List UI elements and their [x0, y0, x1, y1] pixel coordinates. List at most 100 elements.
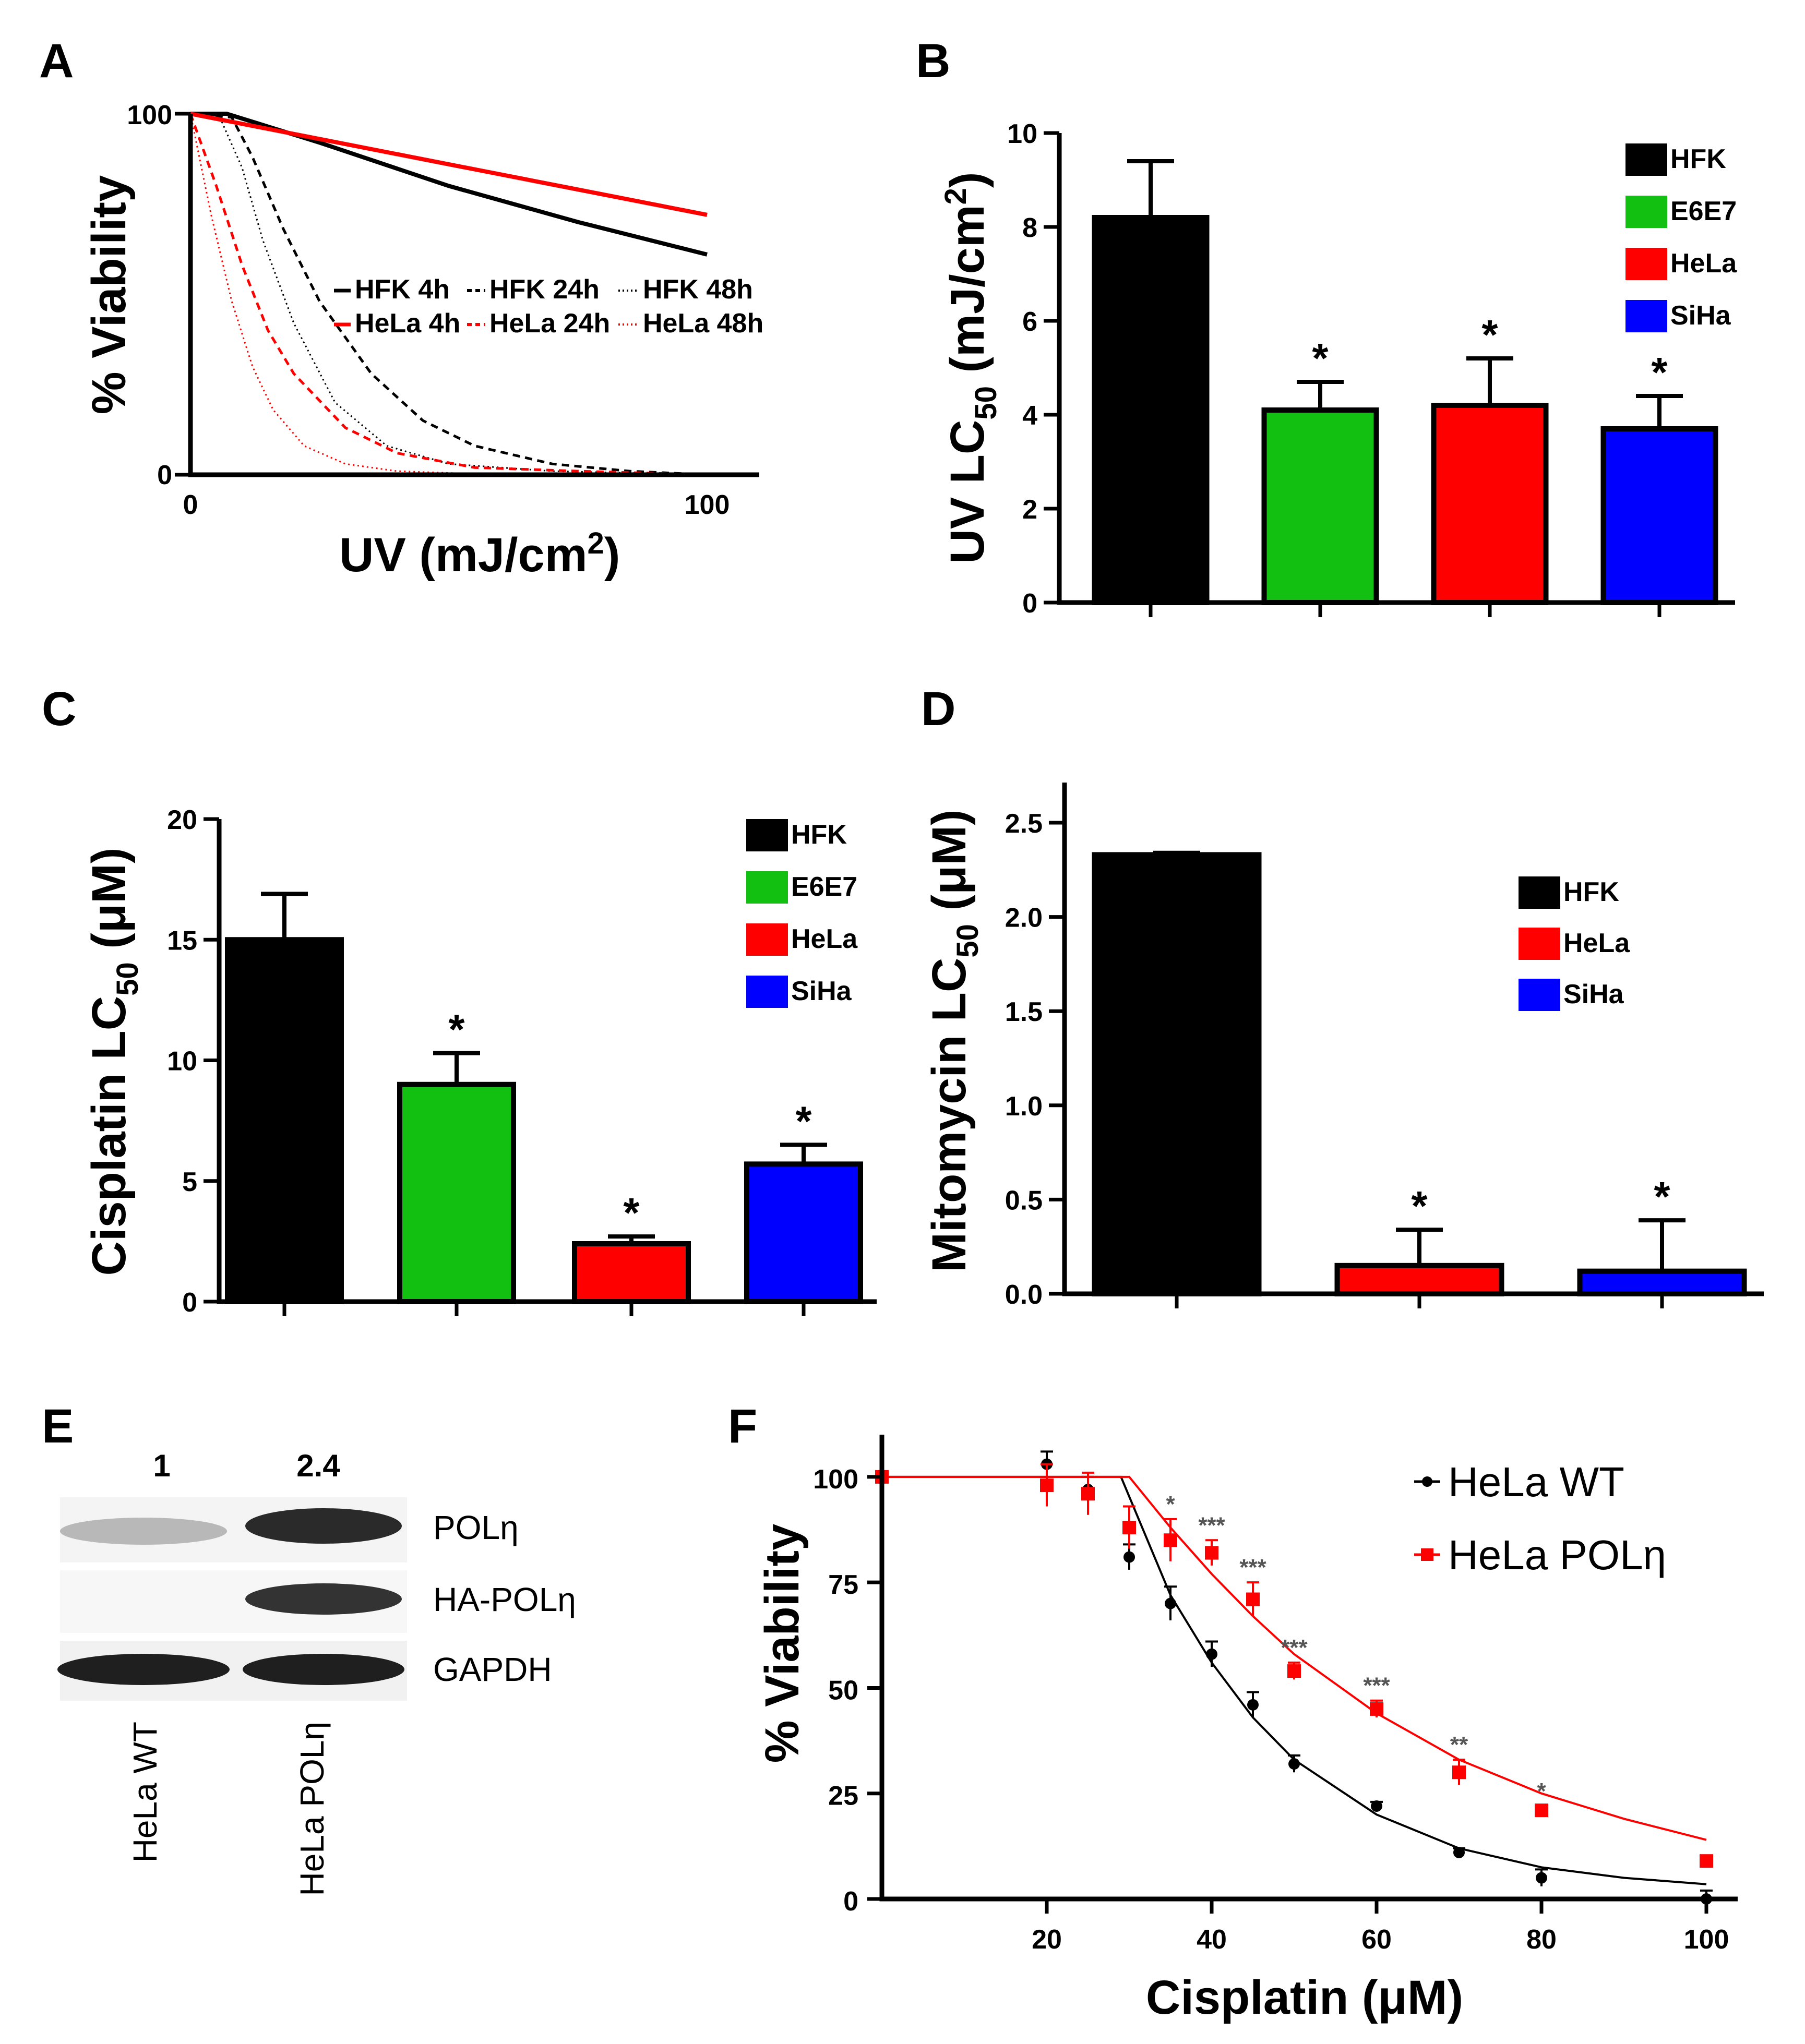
f-y-axis-label: % Viability: [756, 1524, 809, 1763]
b-ytick-label-6: 6: [1022, 307, 1037, 337]
legend-swatch-e6e7: [1625, 196, 1667, 228]
point-hela-wt-80: [1536, 1872, 1547, 1884]
legend-label-hela: HeLa: [1563, 928, 1630, 958]
a-xtick-label-0: 0: [183, 490, 198, 520]
f-significance-45: ***: [1239, 1555, 1266, 1580]
legend-hela-wt: HeLa WT: [1448, 1459, 1624, 1505]
bar-hela: [572, 1241, 691, 1304]
panel-b-ticks: 0 2 4 6 8 10: [1007, 119, 1661, 619]
c-ytick-label-0: 0: [182, 1288, 197, 1318]
f-xtick-label-60: 60: [1361, 1925, 1392, 1955]
point-hela-wt-40: [1206, 1648, 1217, 1660]
blot-ratio-wt: 1: [153, 1448, 170, 1483]
significance-siha: *: [1654, 1173, 1670, 1220]
panel-label-c: C: [42, 682, 76, 736]
f-ytick-label-0: 0: [843, 1886, 858, 1917]
d-ytick-label-2-0: 2.0: [1005, 903, 1043, 933]
fit-curve-hela-pol-: [882, 1475, 1707, 1841]
point-hela-pol--40: [1205, 1546, 1218, 1560]
panel-a-legend: HFK 4h HFK 24h HFK 48h HeLa 4h HeLa 24h …: [334, 274, 763, 339]
blot-label-poleta: POLη: [433, 1509, 519, 1546]
f-ytick-label-75: 75: [828, 1570, 858, 1600]
b-ylabel-main: UV LC: [941, 420, 994, 564]
band-ha-poleta: [245, 1583, 402, 1615]
bar-hfk: [1092, 215, 1210, 605]
series-line-hfk-4h: [190, 112, 708, 257]
a-y-axis-label: % Viability: [82, 175, 136, 414]
point-hela-pol--45: [1246, 1592, 1260, 1606]
point-hela-wt-60: [1371, 1800, 1382, 1812]
a-ytick-label-100: 100: [127, 100, 172, 130]
bar-hfk: [225, 937, 344, 1304]
legend-swatch-e6e7: [746, 871, 788, 904]
legend-hfk-48h: HFK 48h: [643, 274, 753, 305]
panel-label-a: A: [39, 34, 74, 88]
legend-label-hfk: HFK: [791, 820, 847, 850]
bar-e6e7: [397, 1081, 516, 1304]
panel-c-axes: [217, 819, 877, 1304]
legend-label-siha: SiHa: [1670, 300, 1731, 331]
panel-a-lines: [189, 112, 708, 476]
point-hela-wt-30: [1123, 1551, 1135, 1563]
panel-f-plot: ****************: [875, 1450, 1713, 1908]
b-ytick-label-4: 4: [1022, 401, 1037, 431]
series-line-hfk-24h: [190, 112, 708, 476]
f-significance-40: ***: [1198, 1512, 1225, 1538]
f-xtick-label-80: 80: [1526, 1925, 1557, 1955]
legend-marker-hela-wt: [1422, 1476, 1432, 1487]
lane-label-hela-wt: HeLa WT: [126, 1722, 164, 1862]
bar-hela: [1431, 403, 1549, 605]
legend-hfk-24h: HFK 24h: [489, 274, 600, 305]
a-xlabel-main: UV (mJ/cm: [339, 528, 588, 582]
point-hela-pol--25: [1081, 1487, 1095, 1501]
b-ylabel-sub: 50: [969, 386, 1003, 420]
legend-label-hfk: HFK: [1670, 144, 1726, 174]
point-hela-wt-35: [1165, 1597, 1176, 1609]
legend-label-siha: SiHa: [791, 976, 852, 1006]
d-ytick-label-0-0: 0.0: [1005, 1280, 1043, 1310]
legend-swatch-siha: [1625, 300, 1667, 332]
panel-label-e: E: [42, 1400, 74, 1453]
d-ylabel-units: (μM): [923, 809, 976, 924]
point-hela-pol--80: [1535, 1803, 1548, 1818]
panel-label-d: D: [921, 682, 955, 736]
band-poleta-poleta: [245, 1508, 402, 1544]
blot-label-ha-poleta: HA-POLη: [433, 1581, 576, 1618]
panel-b-legend: HFK E6E7 HeLa SiHa: [1625, 143, 1737, 332]
legend-hela-poleta: HeLa POLη: [1448, 1532, 1666, 1578]
point-hela-pol--60: [1370, 1702, 1383, 1716]
point-hela-pol--30: [1122, 1521, 1136, 1534]
legend-swatch-hfk: [1625, 143, 1667, 176]
legend-hfk-4h: HFK 4h: [355, 274, 450, 305]
b-ytick-label-2: 2: [1022, 495, 1037, 525]
point-hela-pol--35: [1164, 1533, 1177, 1547]
f-ytick-label-50: 50: [828, 1675, 858, 1705]
legend-swatch-hfk: [1519, 876, 1560, 909]
panel-e: E 1 2.4 POLη HA-POLη GAPDH HeLa WT HeLa …: [42, 1400, 576, 1896]
significance-siha: *: [795, 1098, 812, 1144]
significance-e6e7: *: [1312, 335, 1329, 381]
f-significance-35: *: [1166, 1492, 1175, 1517]
panel-c: C * * * 0 5 10 15 20 Cisplatin LC50 (μM) HFK E6…: [42, 682, 877, 1318]
series-line-hfk-48h: [190, 113, 708, 476]
f-x-axis-label: Cisplatin (μM): [1146, 1971, 1463, 2024]
d-y-axis-label: Mitomycin LC50 (μM): [923, 809, 985, 1272]
significance-hela: *: [623, 1189, 640, 1236]
panel-f-legend: HeLa WT HeLa POLη: [1414, 1459, 1666, 1578]
series-line-hela-24h: [189, 113, 708, 476]
point-hela-pol--20: [1040, 1478, 1054, 1493]
legend-label-hela: HeLa: [1670, 248, 1737, 279]
b-ytick-label-10: 10: [1007, 119, 1037, 149]
a-ytick-label-0: 0: [157, 460, 172, 490]
point-hela-wt-50: [1288, 1758, 1300, 1770]
f-xtick-label-40: 40: [1197, 1925, 1227, 1955]
panel-label-b: B: [916, 34, 950, 88]
point-hela-pol--70: [1452, 1765, 1466, 1780]
b-ylabel-sup: 2: [939, 188, 973, 205]
lane-label-hela-poleta: HeLa POLη: [293, 1722, 331, 1896]
d-ylabel-sub: 50: [951, 924, 985, 958]
d-ytick-label-1-5: 1.5: [1005, 997, 1043, 1027]
panel-label-f: F: [728, 1400, 757, 1453]
bar-hfk: [1092, 852, 1262, 1297]
